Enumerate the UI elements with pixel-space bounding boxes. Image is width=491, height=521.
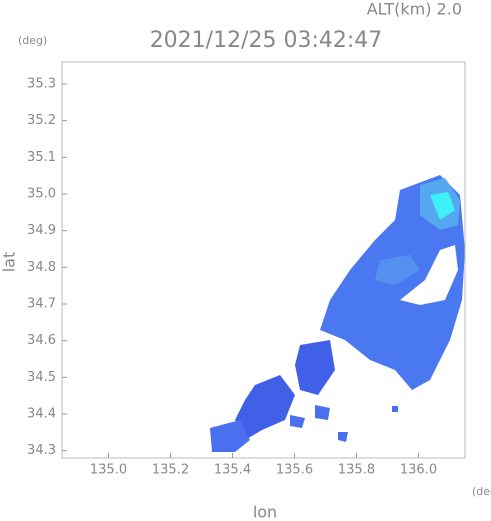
y-unit: (deg) <box>18 34 47 47</box>
y-tick-label: 34.5 <box>27 370 56 385</box>
echo <box>235 375 295 440</box>
plot-frame <box>61 61 466 459</box>
echo <box>338 432 348 442</box>
x-tick-label: 135.8 <box>338 463 375 478</box>
echo <box>392 406 398 412</box>
x-tick-label: 135.6 <box>276 463 313 478</box>
y-tick-label: 34.8 <box>27 260 56 275</box>
y-tick-label: 35.1 <box>27 150 56 165</box>
y-tick-label: 34.9 <box>27 223 56 238</box>
echo <box>375 255 420 285</box>
x-tick-label: 135.4 <box>214 463 251 478</box>
y-tick-label: 35.3 <box>27 77 56 92</box>
echo <box>210 420 250 452</box>
echo <box>315 405 330 420</box>
echo <box>400 245 458 305</box>
x-axis-label: lon <box>253 503 277 521</box>
x-tick-label: 136.0 <box>400 463 437 478</box>
y-tick-label: 34.3 <box>27 443 56 458</box>
y-tick-label: 35.0 <box>27 187 56 202</box>
x-tick-label: 135.0 <box>90 463 127 478</box>
echo <box>295 340 335 395</box>
y-tick-label: 34.7 <box>27 297 56 312</box>
y-tick-label: 35.2 <box>27 113 56 128</box>
x-unit: (deg) <box>472 485 491 498</box>
y-tick-label: 34.4 <box>27 407 56 422</box>
altitude-label: ALT(km) 2.0 <box>367 0 462 19</box>
x-tick-label: 135.2 <box>152 463 189 478</box>
y-tick-label: 34.6 <box>27 333 56 348</box>
chart-title: 2021/12/25 03:42:47 <box>150 28 383 53</box>
echo <box>430 192 455 220</box>
y-axis-label: lat <box>0 252 19 273</box>
radar-echoes <box>210 175 465 452</box>
echo <box>290 415 305 428</box>
